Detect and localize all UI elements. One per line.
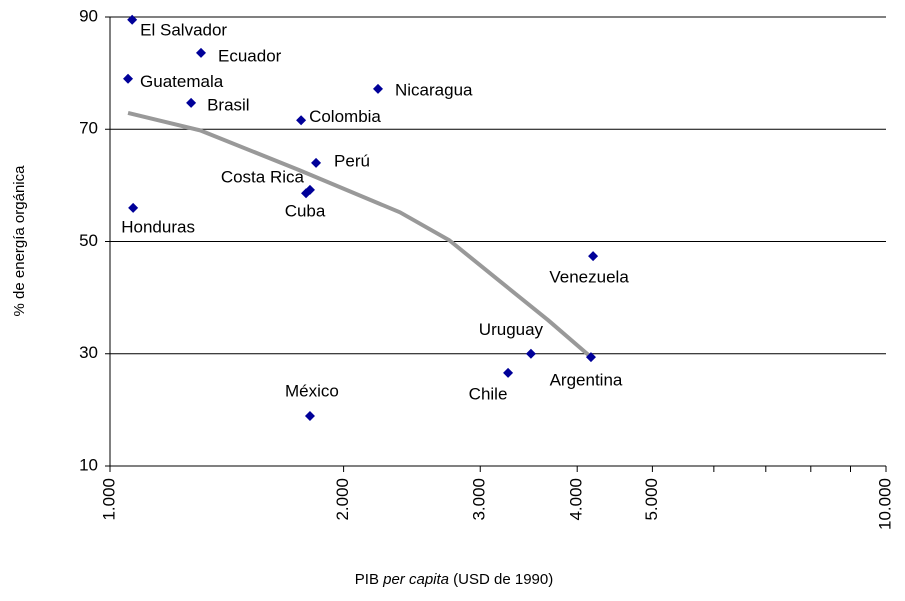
trend-line bbox=[127, 111, 593, 359]
point bbox=[588, 251, 599, 262]
point bbox=[585, 352, 596, 363]
point-label: México bbox=[285, 382, 339, 401]
x-tick-label: 2.000 bbox=[333, 478, 352, 521]
point bbox=[127, 14, 138, 25]
x-tick-label: 3.000 bbox=[470, 478, 489, 521]
point bbox=[123, 73, 134, 84]
point-label: Chile bbox=[469, 384, 508, 403]
point-label: El Salvador bbox=[140, 20, 227, 39]
point bbox=[186, 97, 197, 108]
point-label: Cuba bbox=[285, 202, 326, 221]
x-tick-label: 10.000 bbox=[875, 478, 894, 530]
point-label: Ecuador bbox=[218, 46, 282, 65]
point bbox=[301, 188, 312, 199]
point-label: Colombia bbox=[309, 107, 381, 126]
point bbox=[373, 83, 384, 94]
point-label: Nicaragua bbox=[395, 80, 473, 99]
point bbox=[296, 115, 307, 126]
x-tick-label: 4.000 bbox=[567, 478, 586, 521]
point-label: Costa Rica bbox=[221, 167, 305, 186]
point-label: Uruguay bbox=[479, 320, 544, 339]
y-tick-label: 70 bbox=[79, 119, 98, 138]
x-label-part: per capita bbox=[382, 571, 449, 588]
point-label: Argentina bbox=[550, 371, 623, 390]
point bbox=[128, 202, 139, 213]
point bbox=[196, 47, 207, 58]
y-tick-label: 90 bbox=[79, 6, 98, 25]
y-tick-label: 50 bbox=[79, 231, 98, 250]
x-tick-label: 5.000 bbox=[642, 478, 661, 521]
x-label-part: PIB bbox=[355, 571, 383, 588]
point bbox=[311, 157, 322, 168]
x-tick-label: 1.000 bbox=[99, 478, 118, 521]
x-axis-label: PIB per capita (USD de 1990) bbox=[355, 571, 553, 588]
y-tick-label: 10 bbox=[79, 455, 98, 474]
y-tick-label: 30 bbox=[79, 343, 98, 362]
point-label: Honduras bbox=[121, 217, 195, 236]
point bbox=[304, 411, 315, 422]
point-label: Guatemala bbox=[140, 72, 224, 91]
x-label-part: (USD de 1990) bbox=[449, 571, 553, 588]
point-label: Venezuela bbox=[549, 268, 629, 287]
point-label: Brasil bbox=[207, 95, 250, 114]
point-label: Perú bbox=[334, 151, 370, 170]
point bbox=[503, 367, 514, 378]
point bbox=[525, 348, 536, 359]
y-axis-label: % de energía orgánica bbox=[11, 165, 28, 317]
